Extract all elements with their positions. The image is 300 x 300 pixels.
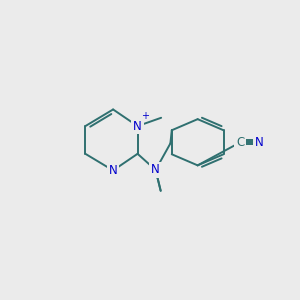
Text: N: N: [133, 120, 142, 133]
Text: +: +: [141, 111, 149, 122]
Text: N: N: [254, 136, 263, 149]
Text: C: C: [236, 136, 244, 149]
Text: N: N: [151, 164, 160, 176]
Text: N: N: [109, 164, 118, 177]
